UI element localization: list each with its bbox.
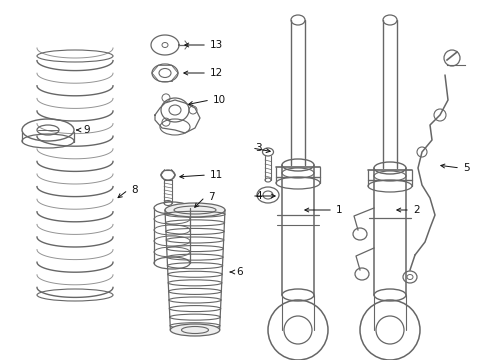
Text: 4: 4 [255,191,262,201]
Text: 10: 10 [213,95,226,105]
Text: 6: 6 [236,267,243,277]
Text: 3: 3 [255,143,262,153]
Text: 11: 11 [210,170,223,180]
Text: 2: 2 [413,205,419,215]
Text: 1: 1 [336,205,343,215]
Text: 13: 13 [210,40,223,50]
Text: 8: 8 [131,185,138,195]
Ellipse shape [165,203,225,217]
Ellipse shape [170,324,220,336]
Text: 9: 9 [83,125,90,135]
Text: 12: 12 [210,68,223,78]
Text: 7: 7 [208,192,215,202]
Text: 5: 5 [463,163,469,173]
